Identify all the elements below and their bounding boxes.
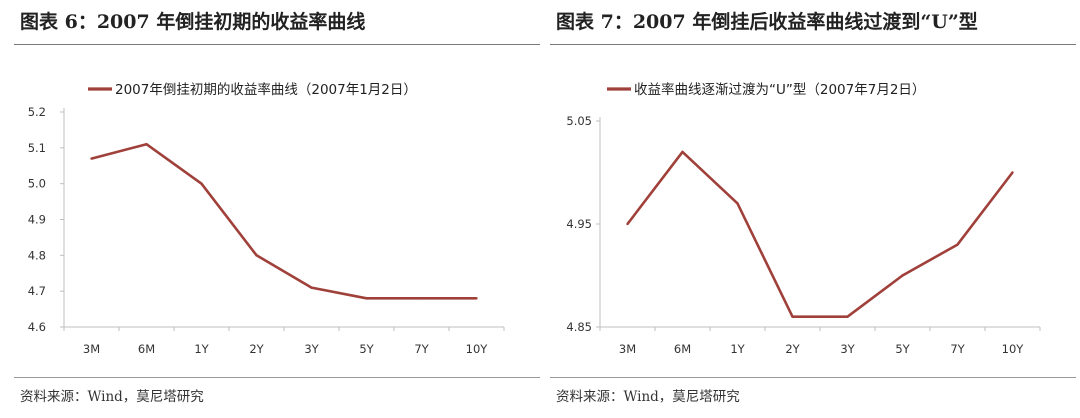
chart-2-x-tick-label: 10Y	[1002, 342, 1025, 356]
chart-1-y-tick-label: 4.8	[28, 248, 46, 262]
chart-1-data-point	[420, 297, 423, 300]
chart-1-legend-label: 2007年倒挂初期的收益率曲线（2007年1月2日）	[115, 81, 417, 98]
figure-7-title: 图表 7：2007 年倒挂后收益率曲线过渡到“U”型	[556, 11, 978, 33]
chart-1-y-tick-label: 4.6	[28, 320, 46, 334]
chart-2-data-point	[1011, 171, 1014, 174]
chart-2-legend-label: 收益率曲线逐渐过渡为“U”型（2007年7月2日）	[634, 81, 925, 98]
chart-1-data-point	[365, 297, 368, 300]
chart-2-x-tick-label: 1Y	[730, 342, 745, 356]
chart-1-x-tick-label: 5Y	[359, 342, 374, 356]
chart-1-x-tick-label: 10Y	[466, 342, 489, 356]
figure-7-top-rule	[550, 44, 1076, 45]
chart-1-x-tick-label: 3Y	[304, 342, 319, 356]
chart-2-x-tick-label: 5Y	[895, 342, 910, 356]
figure-6-title: 图表 6：2007 年倒挂初期的收益率曲线	[20, 11, 366, 33]
chart-1-y-tick-label: 5.2	[28, 105, 46, 119]
chart-1-y-tick-label: 4.9	[28, 213, 46, 227]
chart-2-x-tick-label: 2Y	[785, 342, 800, 356]
chart-2-data-point	[791, 315, 794, 318]
chart-2-data-point	[736, 202, 739, 205]
chart-2-data-point	[681, 150, 684, 154]
chart-1-x-tick-label: 2Y	[249, 342, 264, 356]
chart-2-y-tick-label: 5.05	[566, 114, 592, 128]
chart-2-data-point	[846, 315, 849, 318]
chart-1-x-tick-label: 7Y	[414, 342, 429, 356]
figure-6-top-rule	[14, 44, 540, 45]
chart-2-series-line	[626, 150, 1014, 319]
chart-1-series-line	[91, 142, 477, 300]
chart-1-x-tick-label: 1Y	[194, 342, 209, 356]
chart-2-y-tick-label: 4.85	[566, 320, 592, 334]
chart-2-data-point	[901, 274, 904, 277]
figure-6-panel: 图表 6：2007 年倒挂初期的收益率曲线 4.6 4.7 4.8 4.9 5.0 5.1…	[8, 0, 540, 418]
figure-6-bottom-rule	[14, 377, 540, 378]
chart-1-y-tick-label: 5.0	[28, 177, 46, 191]
chart-2-x-tick-label: 3Y	[840, 342, 855, 356]
chart-1-x-tick-label: 6M	[138, 342, 155, 356]
chart-1-data-point	[90, 157, 93, 160]
figure-6-line-chart: 4.6 4.7 4.8 4.9 5.0 5.1 5.2 3M 6M 1Y 2Y 3Y 5Y 7Y 10Y 20…	[28, 81, 505, 356]
chart-1-data-point	[310, 286, 313, 289]
figure-7-panel: 图表 7：2007 年倒挂后收益率曲线过渡到“U”型 4.85 4.95 5.05 3…	[544, 0, 1076, 418]
chart-2-x-tick-label: 7Y	[950, 342, 965, 356]
chart-2-y-tick-label: 4.95	[566, 217, 592, 231]
chart-1-x-tick-label: 3M	[83, 342, 100, 356]
figure-6-source-note: 资料来源：Wind，莫尼塔研究	[20, 389, 204, 405]
figure-7-line-chart: 4.85 4.95 5.05 3M 6M 1Y 2Y 3Y 5Y 7Y 10Y 收益率曲线逐渐过渡为“…	[566, 81, 1041, 356]
figure-7-bottom-rule	[550, 377, 1076, 378]
chart-1-data-point	[255, 254, 258, 257]
chart-1-y-tick-label: 4.7	[28, 284, 46, 298]
chart-1-y-tick-label: 5.1	[28, 141, 46, 155]
chart-1-data-point	[145, 143, 148, 146]
chart-2-data-point	[956, 243, 959, 246]
chart-2-x-tick-label: 3M	[619, 342, 636, 356]
figure-7-source-note: 资料来源：Wind，莫尼塔研究	[556, 389, 740, 405]
chart-1-data-point	[475, 297, 478, 300]
chart-1-data-point	[200, 182, 203, 185]
chart-2-data-point	[626, 222, 629, 226]
chart-2-x-tick-label: 6M	[674, 342, 691, 356]
